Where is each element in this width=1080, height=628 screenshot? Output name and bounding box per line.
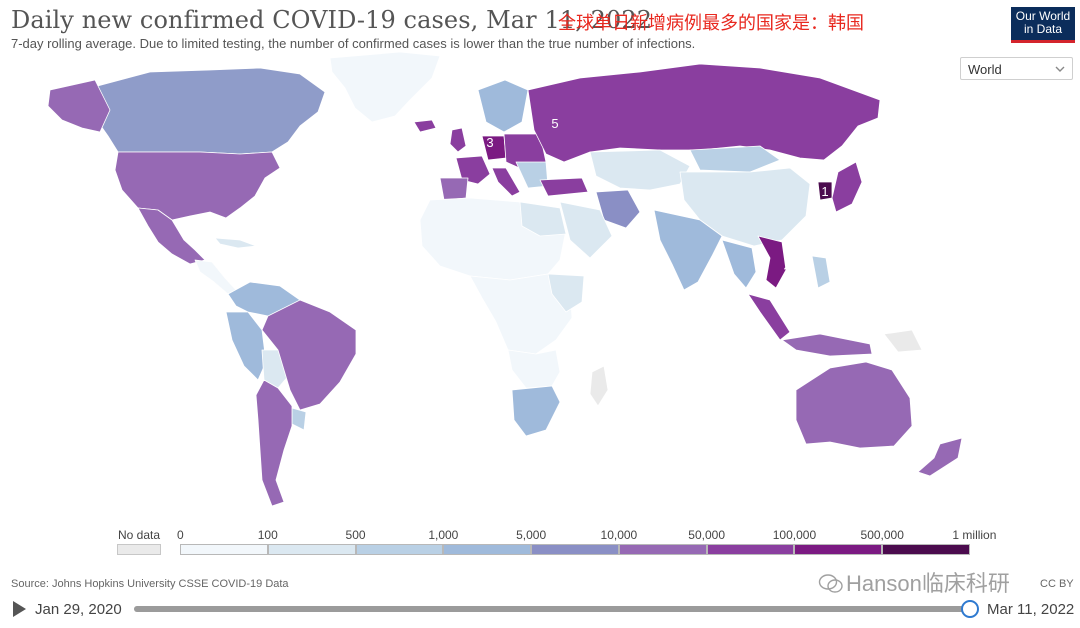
country-australia[interactable] xyxy=(795,361,913,449)
map-marker-russia: 5 xyxy=(551,116,558,131)
country-saudi-arabia[interactable] xyxy=(559,201,613,259)
country-india[interactable] xyxy=(653,209,723,291)
legend-tick-label: 500 xyxy=(345,528,366,542)
legend-swatch[interactable] xyxy=(180,544,268,555)
country-greenland[interactable] xyxy=(329,51,441,123)
legend-tick-label: 1,000 xyxy=(428,528,459,542)
annotation-text: 全球单日新增病例最多的国家是：韩国 xyxy=(558,13,864,34)
country-uk[interactable] xyxy=(449,127,467,153)
legend-tick-label: 50,000 xyxy=(688,528,726,542)
country-uruguay[interactable] xyxy=(291,407,307,431)
timeline-track[interactable] xyxy=(134,606,970,612)
watermark-text: Hanson临床科研 xyxy=(846,571,1010,596)
logo-line-2: in Data xyxy=(1023,22,1063,36)
country-philippines[interactable] xyxy=(811,255,831,289)
country-japan[interactable] xyxy=(831,161,863,213)
country-myanmar-thailand[interactable] xyxy=(721,239,757,289)
region-select-value: World xyxy=(968,62,1002,77)
country-scandinavia[interactable] xyxy=(477,79,529,133)
color-legend: No data 0 100 500 1,000 5,000 10,000 50,000 100… xyxy=(115,527,996,559)
chart-title: Daily new confirmed COVID-19 cases, Mar … xyxy=(11,6,653,34)
country-madagascar[interactable] xyxy=(589,365,609,407)
country-east-africa[interactable] xyxy=(547,273,585,313)
country-central-america[interactable] xyxy=(194,259,237,295)
source-note: Source: Johns Hopkins University CSSE CO… xyxy=(11,578,289,590)
country-usa-alaska[interactable] xyxy=(47,79,111,133)
map-marker-vietnam: 2 xyxy=(783,264,790,279)
country-egypt[interactable] xyxy=(519,201,567,237)
legend-tick-label: 10,000 xyxy=(600,528,638,542)
legend-swatch[interactable] xyxy=(443,544,532,555)
country-malaysia[interactable] xyxy=(747,293,791,341)
owid-logo[interactable]: Our World in Data xyxy=(1011,7,1075,43)
timeline-track-fill xyxy=(134,606,970,612)
map-marker-south-korea: 1 xyxy=(821,184,828,199)
legend-tick-label: 0 xyxy=(177,528,184,542)
legend-swatch[interactable] xyxy=(531,544,619,555)
world-map: 1 2 3 5 xyxy=(47,51,963,507)
legend-swatch[interactable] xyxy=(706,544,795,555)
country-mexico[interactable] xyxy=(137,207,206,265)
legend-swatch[interactable] xyxy=(794,544,883,555)
country-vietnam[interactable] xyxy=(757,235,787,289)
country-russia[interactable] xyxy=(527,63,881,163)
legend-swatch[interactable] xyxy=(618,544,707,555)
legend-no-data-swatch xyxy=(117,544,161,555)
legend-tick-label: 500,000 xyxy=(860,528,904,542)
country-china[interactable] xyxy=(679,167,811,247)
watermark: Hanson临床科研 xyxy=(818,566,1010,598)
country-turkey[interactable] xyxy=(539,177,589,197)
country-central-africa[interactable] xyxy=(469,273,573,355)
country-usa[interactable] xyxy=(114,151,281,221)
timeline-end-date: Mar 11, 2022 xyxy=(987,601,1075,618)
legend-no-data-label: No data xyxy=(118,528,161,542)
legend-tick-label: 100,000 xyxy=(772,528,817,542)
region-select[interactable]: World xyxy=(960,57,1073,80)
chevron-down-icon xyxy=(1055,66,1065,72)
chart-subtitle: 7-day rolling average. Due to limited te… xyxy=(11,36,696,51)
country-indonesia[interactable] xyxy=(781,333,873,357)
country-iceland[interactable] xyxy=(413,119,437,133)
country-cuba[interactable] xyxy=(214,237,257,249)
legend-swatch[interactable] xyxy=(355,544,444,555)
country-argentina[interactable] xyxy=(255,379,293,507)
map-marker-germany: 3 xyxy=(486,135,493,150)
country-spain[interactable] xyxy=(439,177,469,201)
timeline-start-date: Jan 29, 2020 xyxy=(35,601,122,618)
legend-tick-label: 100 xyxy=(257,528,278,542)
country-southern-africa[interactable] xyxy=(507,349,561,389)
country-brazil[interactable] xyxy=(261,299,357,411)
timeline-handle[interactable] xyxy=(961,600,979,618)
country-italy[interactable] xyxy=(491,167,521,197)
country-france[interactable] xyxy=(455,155,491,185)
country-papua[interactable] xyxy=(883,329,923,353)
country-mongolia[interactable] xyxy=(689,145,781,173)
legend-tick-label: 1 million xyxy=(952,528,997,542)
country-kazakhstan[interactable] xyxy=(589,149,691,191)
wechat-icon xyxy=(818,574,843,593)
country-peru[interactable] xyxy=(225,311,267,381)
country-canada[interactable] xyxy=(89,67,326,155)
play-icon[interactable] xyxy=(11,600,27,618)
license-label[interactable]: CC BY xyxy=(1040,578,1074,590)
legend-swatch[interactable] xyxy=(882,544,970,555)
legend-swatch[interactable] xyxy=(267,544,356,555)
legend-tick-label: 5,000 xyxy=(516,528,547,542)
logo-line-1: Our World xyxy=(1015,9,1071,23)
country-new-zealand[interactable] xyxy=(917,437,963,477)
country-south-africa[interactable] xyxy=(511,385,561,437)
